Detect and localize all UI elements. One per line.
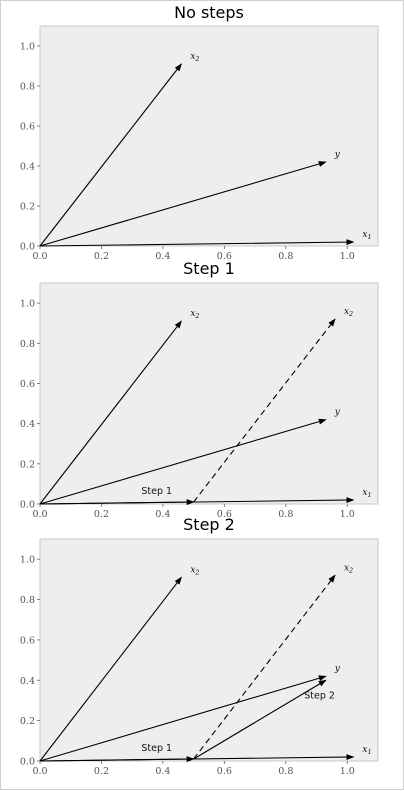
y-tick-label: 0.0 bbox=[20, 757, 35, 768]
y-tick-label: 0.6 bbox=[20, 379, 35, 390]
y-tick-label: 0.2 bbox=[20, 459, 35, 470]
x-tick-label: 0.8 bbox=[278, 251, 293, 262]
x-tick-label: 0.6 bbox=[217, 766, 232, 777]
x-tick-label: 0.2 bbox=[94, 251, 109, 262]
y-tick-label: 0.4 bbox=[20, 419, 35, 430]
vector-label-y: y bbox=[334, 664, 341, 674]
panel-3: Step 2 0.0 0.2 0.4 0.6 0.8 1.0 0.0 0.2 0.4 0.6 0.8 1… bbox=[20, 515, 379, 777]
plot-area bbox=[39, 282, 379, 505]
vector-step2 bbox=[193, 679, 327, 760]
x-tick-label: 0.0 bbox=[32, 509, 47, 520]
vector-step1 bbox=[39, 499, 195, 506]
y-tick-label: 0.2 bbox=[20, 202, 35, 213]
vector-label-x1: x1 bbox=[362, 230, 371, 241]
y-tick-label: 1.0 bbox=[20, 299, 35, 310]
vector-y bbox=[39, 675, 327, 762]
plot-area bbox=[39, 25, 379, 247]
annotation-step-1: Step 1 bbox=[141, 486, 172, 497]
x-tick-label: 0.4 bbox=[155, 766, 170, 777]
x-tick-label: 1.0 bbox=[340, 766, 355, 777]
vector-label-x2-shifted: x2 bbox=[344, 307, 353, 318]
vector-label-x2-shifted: x2 bbox=[344, 563, 353, 574]
y-tick-label: 0.4 bbox=[20, 676, 35, 687]
vector-label-x2: x2 bbox=[190, 309, 199, 320]
x-tick-label: 0.8 bbox=[278, 509, 293, 520]
vector-step1 bbox=[39, 756, 195, 763]
y-tick-label: 0.6 bbox=[20, 122, 35, 133]
x-tick-label: 1.0 bbox=[340, 509, 355, 520]
x-tick-label: 0.4 bbox=[155, 509, 170, 520]
y-tick-label: 0.6 bbox=[20, 635, 35, 646]
y-tick-label: 0.8 bbox=[20, 595, 35, 606]
panel-2: Step 1 0.0 0.2 0.4 0.6 0.8 1.0 0.0 0.2 0.4 0.6 0.8 1… bbox=[20, 259, 379, 520]
y-tick-label: 0.8 bbox=[20, 82, 35, 93]
x-tick-label: 0.0 bbox=[32, 251, 47, 262]
vector-label-y: y bbox=[334, 408, 341, 418]
y-tick-label: 0.2 bbox=[20, 716, 35, 727]
plot-area bbox=[39, 538, 379, 762]
y-tick-label: 0.4 bbox=[20, 162, 35, 173]
annotation-step-1: Step 1 bbox=[141, 743, 172, 754]
x-tick-label: 0.8 bbox=[278, 766, 293, 777]
panel-title: Step 2 bbox=[183, 515, 235, 534]
vector-label-y: y bbox=[334, 150, 341, 160]
y-tick-label: 0.8 bbox=[20, 339, 35, 350]
x-tick-label: 0.6 bbox=[217, 251, 232, 262]
y-tick-label: 0.0 bbox=[20, 242, 35, 253]
vector-x2-shifted bbox=[193, 318, 336, 503]
x-tick-label: 0.2 bbox=[94, 766, 109, 777]
vector-x2 bbox=[39, 576, 182, 762]
x-tick-label: 0.6 bbox=[217, 509, 232, 520]
vector-label-x1: x1 bbox=[362, 488, 371, 499]
y-tick-label: 0.0 bbox=[20, 500, 35, 511]
vector-label-x1: x1 bbox=[362, 745, 371, 756]
y-tick-label: 1.0 bbox=[20, 42, 35, 53]
x-tick-label: 1.0 bbox=[340, 251, 355, 262]
x-tick-label: 0.4 bbox=[155, 251, 170, 262]
panel-title: Step 1 bbox=[183, 259, 235, 278]
x-tick-label: 0.0 bbox=[32, 766, 47, 777]
vector-label-x2: x2 bbox=[190, 52, 199, 63]
vector-x1 bbox=[39, 239, 355, 247]
x-tick-label: 0.2 bbox=[94, 509, 109, 520]
vector-y bbox=[39, 418, 327, 505]
y-tick-label: 1.0 bbox=[20, 555, 35, 566]
vector-label-x2: x2 bbox=[190, 565, 199, 576]
vector-x2 bbox=[39, 320, 182, 505]
vector-x2-shifted bbox=[193, 574, 336, 760]
annotation-step-2: Step 2 bbox=[304, 690, 335, 701]
vector-x2 bbox=[39, 63, 182, 247]
vector-y bbox=[39, 161, 327, 247]
panel-1: No steps 0.0 0.2 0.4 0.6 0.8 1.0 0.0 0.2 0.4 0.6 0.… bbox=[20, 3, 379, 262]
panel-title: No steps bbox=[174, 3, 244, 22]
